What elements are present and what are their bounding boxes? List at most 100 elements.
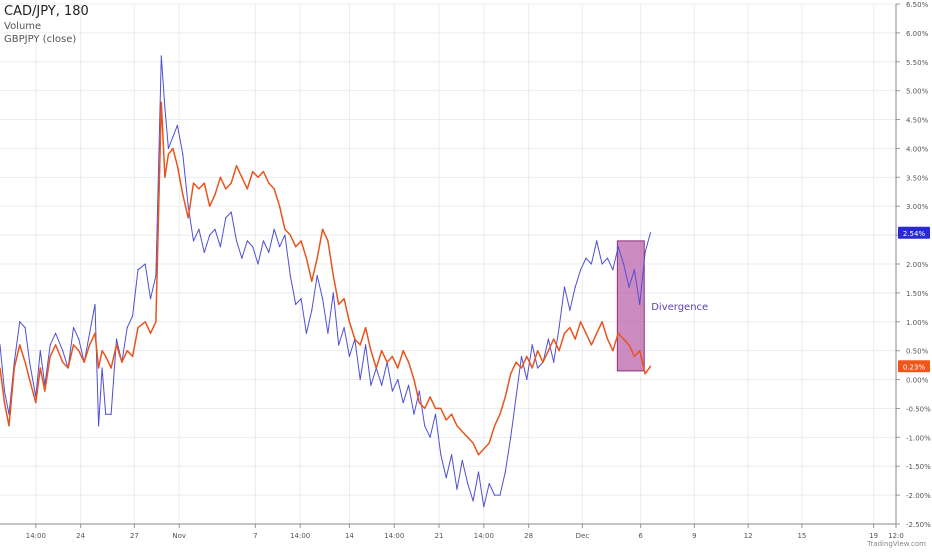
- series-point: [558, 350, 560, 352]
- last-value-label: 0.23%: [903, 363, 926, 371]
- x-tick-label: 6: [638, 532, 643, 540]
- series-point: [209, 234, 211, 236]
- x-tick-label: 12:0: [888, 532, 904, 540]
- series-point: [167, 153, 170, 155]
- symbol-title[interactable]: CAD/JPY, 180: [4, 4, 89, 19]
- series-point: [585, 257, 587, 259]
- series-point: [149, 298, 152, 300]
- last-value-badge: [898, 360, 930, 373]
- volume-label[interactable]: Volume: [4, 21, 42, 32]
- series-point: [585, 332, 587, 334]
- series-point: [321, 298, 324, 300]
- series-point: [386, 361, 388, 363]
- series-point: [348, 321, 351, 323]
- series-point: [429, 436, 431, 438]
- series-point: [278, 246, 281, 248]
- series-point: [391, 390, 394, 392]
- series-point: [262, 170, 265, 173]
- series-point: [3, 402, 6, 404]
- series-point: [413, 378, 415, 381]
- series-line: [0, 101, 652, 456]
- series-point: [327, 240, 329, 242]
- series-point: [132, 315, 134, 317]
- series-point: [628, 286, 630, 288]
- series-point: [499, 494, 501, 496]
- series-point: [569, 309, 571, 311]
- series-point: [590, 263, 592, 265]
- series-point: [617, 246, 619, 248]
- series-point: [126, 350, 128, 352]
- series-point: [19, 344, 21, 346]
- series-point: [531, 367, 533, 369]
- series-point: [429, 396, 431, 398]
- series-point: [461, 430, 463, 433]
- x-tick-label: 14:00: [290, 532, 310, 540]
- y-tick-label: -1.50%: [906, 463, 931, 471]
- price-axis[interactable]: 6.50% 6.00% 5.50% 5.00% 4.50% 4.00% 3.50% 3.00%…: [895, 1, 931, 529]
- series-point: [456, 425, 458, 427]
- series-point: [407, 361, 410, 363]
- x-tick-label: 12: [744, 532, 753, 540]
- series-point: [78, 350, 80, 352]
- series-point: [424, 425, 426, 427]
- x-tick-label: 14:00: [384, 532, 404, 540]
- series-point: [633, 269, 635, 271]
- series-point: [606, 257, 609, 259]
- series-point: [172, 147, 174, 150]
- series-point: [94, 303, 96, 306]
- series-point: [397, 378, 399, 381]
- series-point: [49, 344, 51, 346]
- series-point: [137, 326, 139, 329]
- series-point: [160, 55, 162, 57]
- series-point: [83, 361, 85, 363]
- series-point: [612, 350, 614, 352]
- series-point: [49, 355, 51, 358]
- y-tick-label: 0.50%: [906, 348, 929, 356]
- series-point: [300, 298, 302, 300]
- series-point: [596, 240, 598, 242]
- series-point: [515, 361, 517, 363]
- series-point: [440, 407, 442, 410]
- series-point: [0, 367, 1, 369]
- x-tick-label: 15: [797, 532, 806, 540]
- series-point: [192, 240, 195, 242]
- time-axis[interactable]: 14:00 24 27 Nov 7 14:00 14 14:00 21 14:00 28 Dec 6 9 1…: [0, 523, 904, 540]
- series-point: [483, 448, 485, 450]
- y-tick-label: -1.00%: [906, 434, 931, 442]
- series-point: [97, 425, 100, 427]
- series-point: [257, 263, 259, 265]
- series-point: [381, 384, 383, 386]
- series-point: [155, 321, 157, 323]
- x-tick-label: 7: [253, 532, 257, 540]
- series-point: [209, 205, 211, 207]
- y-tick-label: 6.00%: [906, 30, 929, 38]
- series-point: [520, 367, 523, 369]
- compare-label[interactable]: GBPJPY (close): [4, 34, 77, 45]
- series-point: [155, 274, 157, 277]
- series-point: [472, 500, 474, 502]
- series-point: [397, 367, 399, 369]
- x-tick-label: 21: [435, 532, 444, 540]
- series-point: [488, 442, 490, 444]
- series-line: [0, 55, 651, 508]
- y-tick-label: 1.00%: [906, 319, 929, 327]
- divergence-label[interactable]: Divergence: [651, 302, 708, 313]
- series-point: [78, 338, 80, 340]
- series-point: [198, 188, 200, 190]
- series-point: [558, 326, 560, 329]
- series-point: [574, 338, 576, 340]
- series-point: [418, 402, 420, 404]
- series-point: [62, 361, 64, 363]
- series-point: [273, 228, 275, 230]
- series-point: [391, 355, 394, 358]
- series-point: [332, 274, 334, 277]
- series-point: [483, 506, 485, 508]
- series-point: [467, 482, 469, 485]
- series-point: [225, 217, 227, 219]
- series-point: [450, 454, 453, 456]
- y-tick-label: -2.50%: [906, 521, 931, 529]
- series-point: [278, 205, 281, 207]
- series-point: [132, 355, 134, 358]
